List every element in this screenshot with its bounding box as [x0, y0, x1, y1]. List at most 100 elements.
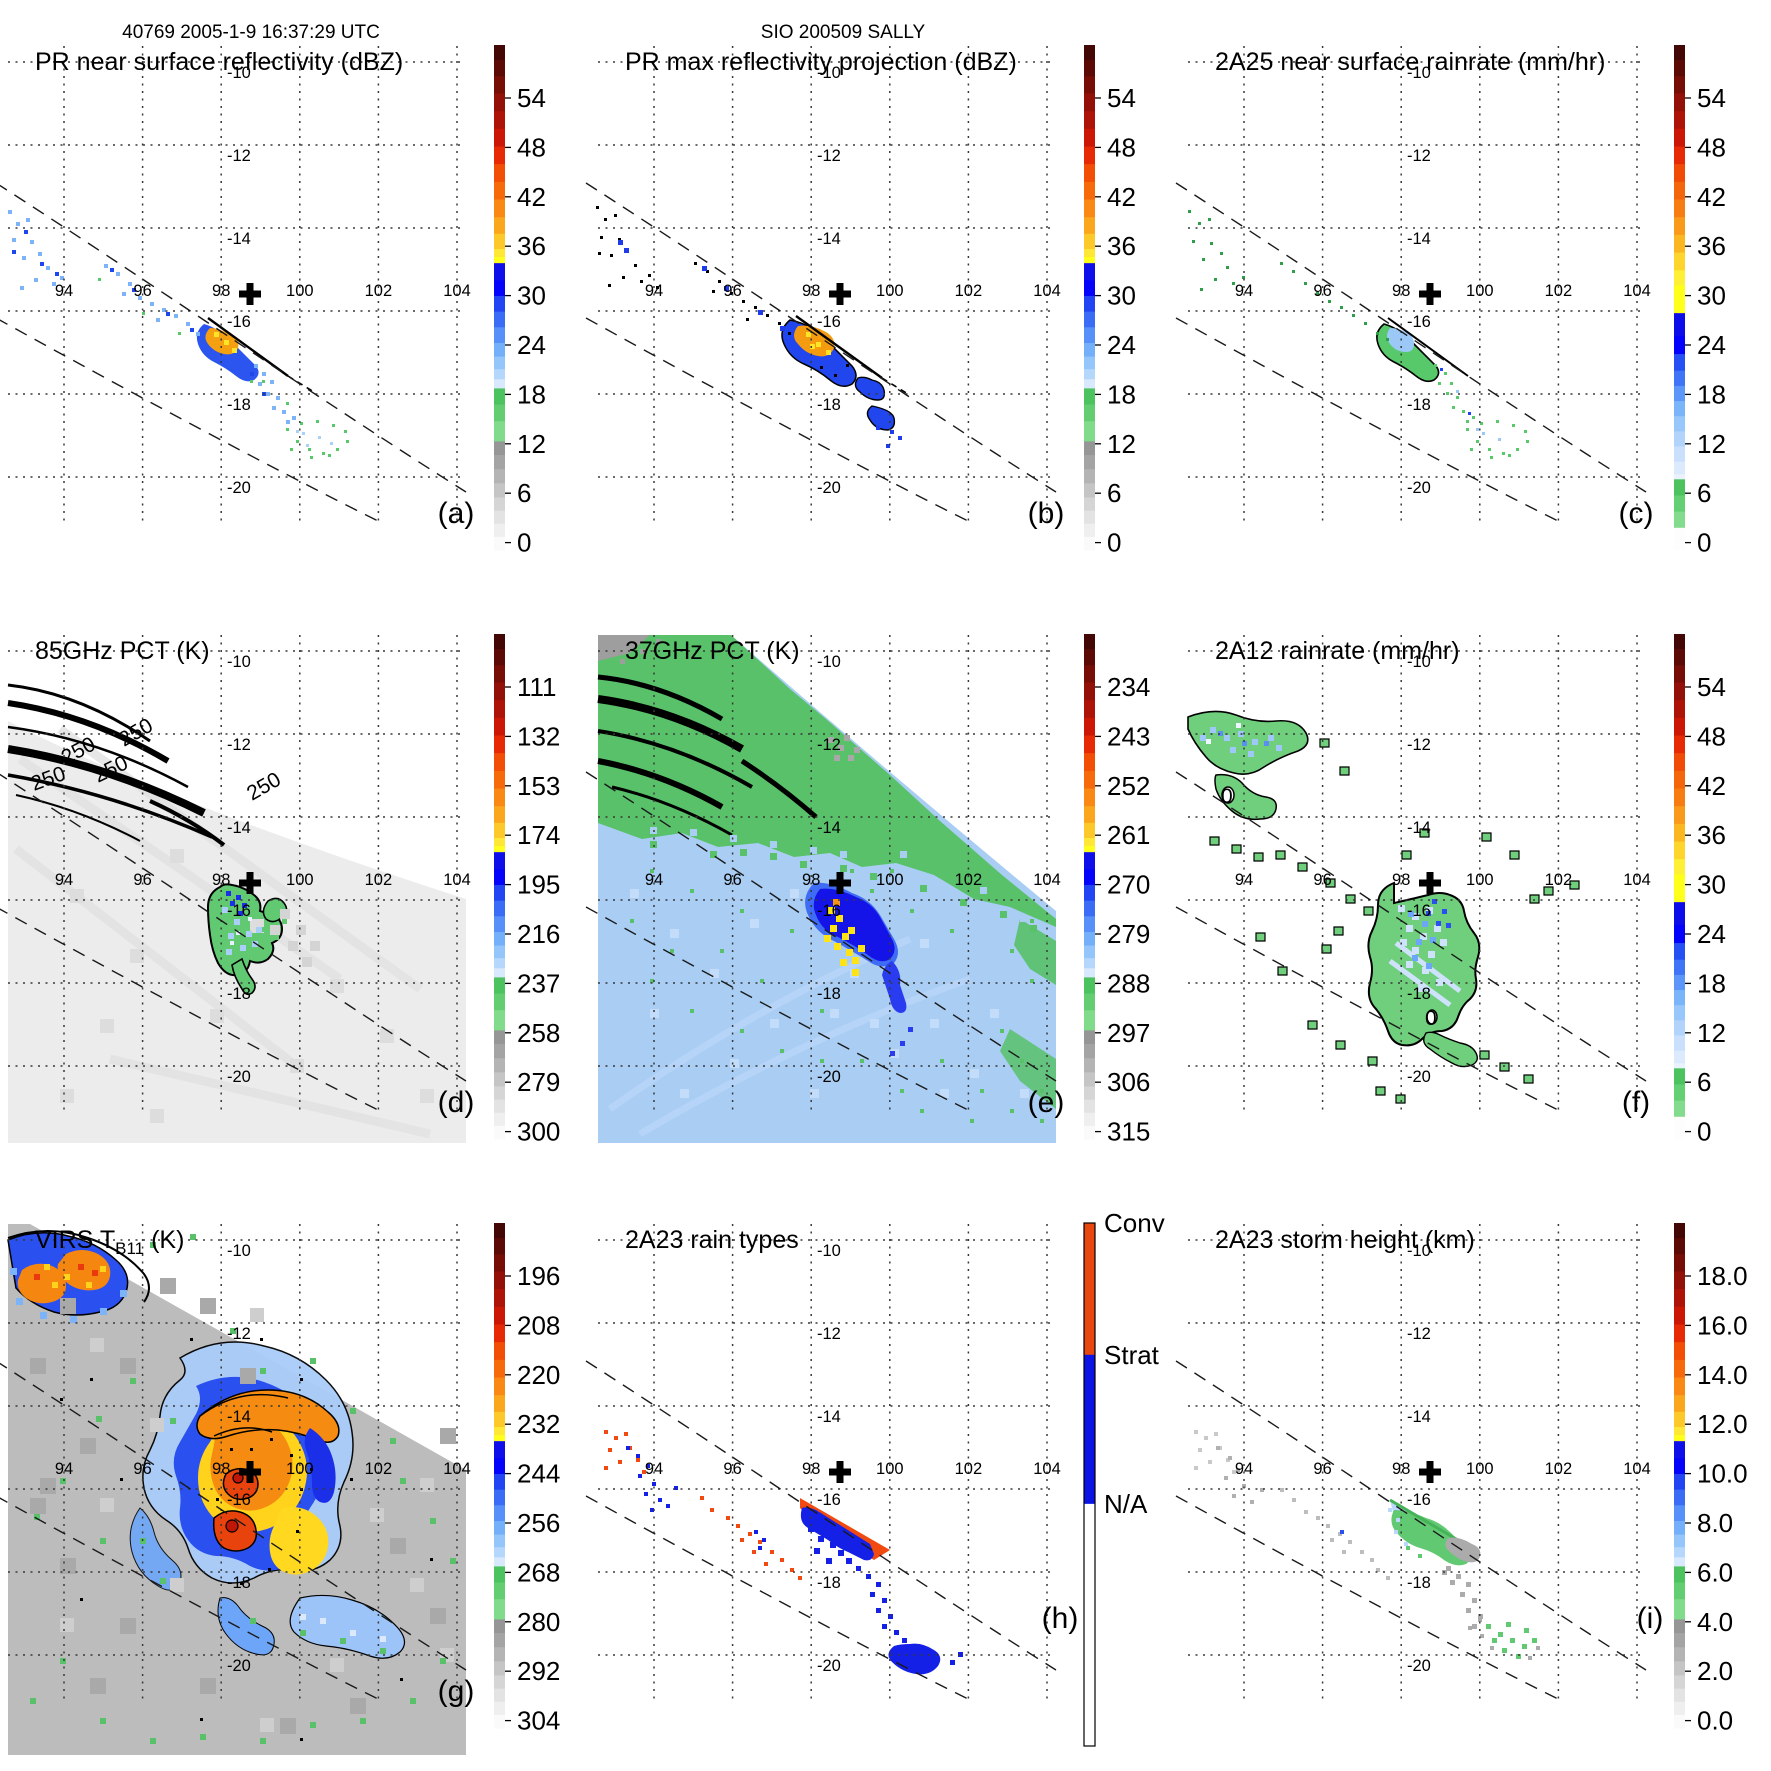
panel-letter: (h) — [1042, 1602, 1079, 1635]
colorbar-tick-label: 279 — [1107, 919, 1150, 949]
colorbar-segment — [1674, 217, 1685, 236]
colorbar-segment — [1674, 1068, 1685, 1086]
colorbar-segment — [494, 1086, 505, 1101]
panel-letter: (c) — [1619, 497, 1654, 530]
colorbar-segment — [1674, 474, 1685, 480]
colorbar-segment — [1084, 884, 1095, 902]
header-orbit-timestamp: 40769 2005-1-9 16:37:29 UTC — [122, 22, 380, 43]
colorbar-segment — [494, 846, 505, 853]
colorbar-segment — [1674, 45, 1685, 61]
colorbar-segment — [494, 280, 505, 297]
data-pixels — [300, 1614, 386, 1642]
lat-label: -20 — [817, 1068, 841, 1086]
colorbar-segment — [494, 1566, 505, 1584]
lon-label: 104 — [1623, 871, 1651, 889]
colorbar-tick-label: 234 — [1107, 672, 1150, 702]
colorbar-segment — [494, 469, 505, 484]
data-pixels — [620, 639, 661, 664]
colorbar-tick-label: 6.0 — [1697, 1557, 1733, 1587]
lat-label: -12 — [1407, 736, 1431, 754]
contour-label-0: 0 — [1425, 1007, 1437, 1030]
colorbar-segment — [494, 900, 505, 917]
lon-label: 104 — [443, 1460, 471, 1478]
colorbar-tick-label: 24 — [517, 330, 546, 360]
lon-label: 96 — [133, 1460, 151, 1478]
colorbar-segment — [1674, 1359, 1685, 1379]
colorbar-segment — [494, 1661, 505, 1677]
panel-g: 94 96 98 100 102 104 -10 -12 -14 -16 -18 -20 VIRS T… — [0, 1223, 560, 1755]
colorbar-segment — [494, 993, 505, 1011]
colorbar-tick-label: 18 — [1697, 968, 1726, 998]
map-2a25-rainrate — [1188, 210, 1529, 459]
colorbar-segment — [1084, 700, 1095, 719]
colorbar-segment — [1084, 233, 1095, 250]
colorbar-rainrate: 54 48 42 36 30 24 18 12 6 0 — [1674, 634, 1726, 1147]
lon-label: 98 — [212, 282, 230, 300]
lat-label: -12 — [817, 736, 841, 754]
colorbar-segment — [494, 717, 505, 737]
data-pixels — [1188, 210, 1389, 341]
data-pixels — [1486, 1622, 1537, 1659]
colorbar-tick-label: 261 — [1107, 820, 1150, 850]
colorbar-segment — [1674, 461, 1685, 475]
colorbar-tick-label: 216 — [517, 919, 560, 949]
colorbar-segment — [1674, 313, 1685, 337]
colorbar-tick-label: 54 — [1107, 83, 1136, 113]
colorbar-segment — [494, 404, 505, 422]
colorbar-segment — [1674, 1633, 1685, 1648]
colorbar-segment — [1084, 846, 1095, 853]
lat-label: -10 — [817, 1242, 841, 1260]
colorbar-segment — [494, 665, 505, 684]
colorbar-segment — [1674, 735, 1685, 754]
colorbar-segment — [494, 1599, 505, 1621]
colorbar-segment — [1084, 510, 1095, 525]
colorbar-segment — [494, 977, 505, 995]
lat-label: -16 — [1407, 902, 1431, 920]
colorbar-tick-label: 14.0 — [1697, 1360, 1748, 1390]
colorbar-segment — [1674, 1599, 1685, 1621]
colorbar-segment — [1084, 295, 1095, 313]
lon-label: 94 — [55, 282, 73, 300]
colorbar-segment — [1674, 1005, 1685, 1021]
colorbar-segment — [494, 634, 505, 650]
colorbar-tick-label: 54 — [1697, 672, 1726, 702]
panel-title: 37GHz PCT (K) — [625, 637, 800, 665]
panel-title: 2A25 near surface rainrate (mm/hr) — [1215, 48, 1605, 76]
storm-center-marker — [1419, 1461, 1441, 1483]
lon-label: 104 — [443, 282, 471, 300]
colorbar-segment — [1084, 1010, 1095, 1032]
colorbar-tick-label: 256 — [517, 1508, 560, 1538]
map-85ghz-pct — [7, 683, 466, 1143]
colorbar-segment — [1674, 335, 1685, 355]
colorbar-segment — [1674, 1100, 1685, 1118]
colorbar-segment — [1084, 327, 1095, 344]
lon-label: 102 — [365, 871, 393, 889]
lat-label: -10 — [1407, 64, 1431, 82]
data-pixels — [34, 1264, 98, 1280]
data-pixels — [44, 1264, 106, 1288]
colorbar-segment — [494, 523, 505, 538]
colorbar-segment — [1674, 1020, 1685, 1037]
colorbar-segment — [1674, 1254, 1685, 1273]
colorbar-segment — [1084, 1223, 1095, 1356]
colorbar-segment — [1674, 146, 1685, 165]
map-37ghz-pct — [597, 635, 1056, 1143]
panel-b: 94 96 98 100 102 104 -10 -12 -14 -16 -18 -20 PR max… — [585, 45, 1136, 558]
colorbar-tick-label: 0 — [1697, 528, 1711, 558]
lon-label: 102 — [365, 282, 393, 300]
colorbar-segment — [494, 510, 505, 525]
panel-letter: (b) — [1028, 497, 1065, 530]
colorbar-tick-label: 18 — [517, 379, 546, 409]
colorbar-segment — [1084, 788, 1095, 807]
colorbar-segment — [1674, 1324, 1685, 1343]
colorbar-tick-label: 195 — [517, 870, 560, 900]
data-pixels — [828, 735, 860, 761]
lat-label: -16 — [817, 1491, 841, 1509]
lon-label: 96 — [1313, 1460, 1331, 1478]
lat-label: -18 — [227, 396, 251, 414]
colorbar-segment — [494, 700, 505, 719]
colorbar-pct37: 234 243 252 261 270 279 288 297 306 315 — [1084, 634, 1150, 1147]
colorbar-segment — [494, 1701, 505, 1716]
lon-label: 94 — [645, 871, 663, 889]
colorbar-tick-label: 6 — [517, 478, 531, 508]
